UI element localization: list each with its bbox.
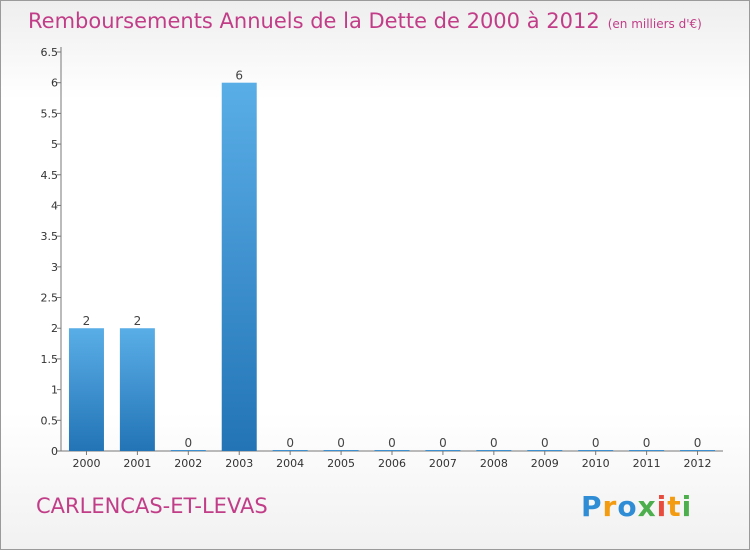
- y-tick-label: 1: [51, 384, 58, 397]
- bar: [272, 450, 308, 451]
- logo-letter: i: [656, 490, 668, 523]
- logo-letter: P: [581, 490, 603, 523]
- x-tick-label: 2011: [633, 457, 661, 470]
- logo-letter: x: [637, 490, 657, 523]
- logo-letter: t: [667, 490, 682, 523]
- y-tick-label: 0: [51, 445, 58, 458]
- x-tick-label: 2006: [378, 457, 406, 470]
- data-label: 0: [388, 436, 396, 450]
- data-label: 0: [439, 436, 447, 450]
- x-tick-label: 2000: [72, 457, 100, 470]
- x-tick-label: 2012: [684, 457, 712, 470]
- y-tick-label: 2.5: [41, 292, 59, 305]
- data-label: 2: [83, 314, 91, 328]
- x-tick-label: 2008: [480, 457, 508, 470]
- y-tick-label: 3.5: [41, 230, 59, 243]
- bar: [476, 450, 512, 451]
- y-tick-label: 6.5: [41, 46, 59, 59]
- bar: [221, 82, 257, 451]
- bar: [527, 450, 563, 451]
- data-label: 0: [286, 436, 294, 450]
- x-tick-label: 2005: [327, 457, 355, 470]
- bar: [425, 450, 461, 451]
- location-name: CARLENCAS-ET-LEVAS: [36, 494, 268, 518]
- data-label: 0: [592, 436, 600, 450]
- bar: [578, 450, 614, 451]
- chart-title: Remboursements Annuels de la Dette de 20…: [28, 9, 702, 33]
- proxiti-logo[interactable]: Proxiti: [581, 490, 692, 523]
- x-tick-label: 2007: [429, 457, 457, 470]
- y-tick-label: 2: [51, 322, 58, 335]
- x-tick-label: 2003: [225, 457, 253, 470]
- bar: [68, 328, 104, 451]
- bar: [119, 328, 155, 451]
- data-label: 0: [643, 436, 651, 450]
- data-label: 0: [337, 436, 345, 450]
- y-tick-label: 5.5: [41, 107, 59, 120]
- data-label: 0: [694, 436, 702, 450]
- x-tick-label: 2001: [123, 457, 151, 470]
- y-tick-label: 4: [51, 199, 58, 212]
- y-tick-label: 0.5: [41, 414, 59, 427]
- bar: [629, 450, 665, 451]
- data-label: 0: [490, 436, 498, 450]
- data-label: 2: [134, 314, 142, 328]
- bar: [374, 450, 410, 451]
- y-tick-label: 6: [51, 77, 58, 90]
- data-label: 0: [184, 436, 192, 450]
- x-tick-label: 2010: [582, 457, 610, 470]
- y-tick-label: 1.5: [41, 353, 59, 366]
- x-tick-label: 2009: [531, 457, 559, 470]
- x-tick-label: 2002: [174, 457, 202, 470]
- y-tick-label: 4.5: [41, 169, 59, 182]
- x-tick-label: 2004: [276, 457, 304, 470]
- logo-letter: i: [681, 490, 693, 523]
- logo-letter: o: [617, 490, 638, 523]
- data-label: 6: [235, 69, 243, 83]
- y-tick-label: 5: [51, 138, 58, 151]
- bar: [680, 450, 716, 451]
- y-tick-label: 3: [51, 261, 58, 274]
- logo-letter: r: [602, 490, 618, 523]
- data-label: 0: [541, 436, 549, 450]
- chart-subtitle: (en milliers d'€): [607, 17, 702, 31]
- bar: [170, 450, 206, 451]
- bar: [323, 450, 359, 451]
